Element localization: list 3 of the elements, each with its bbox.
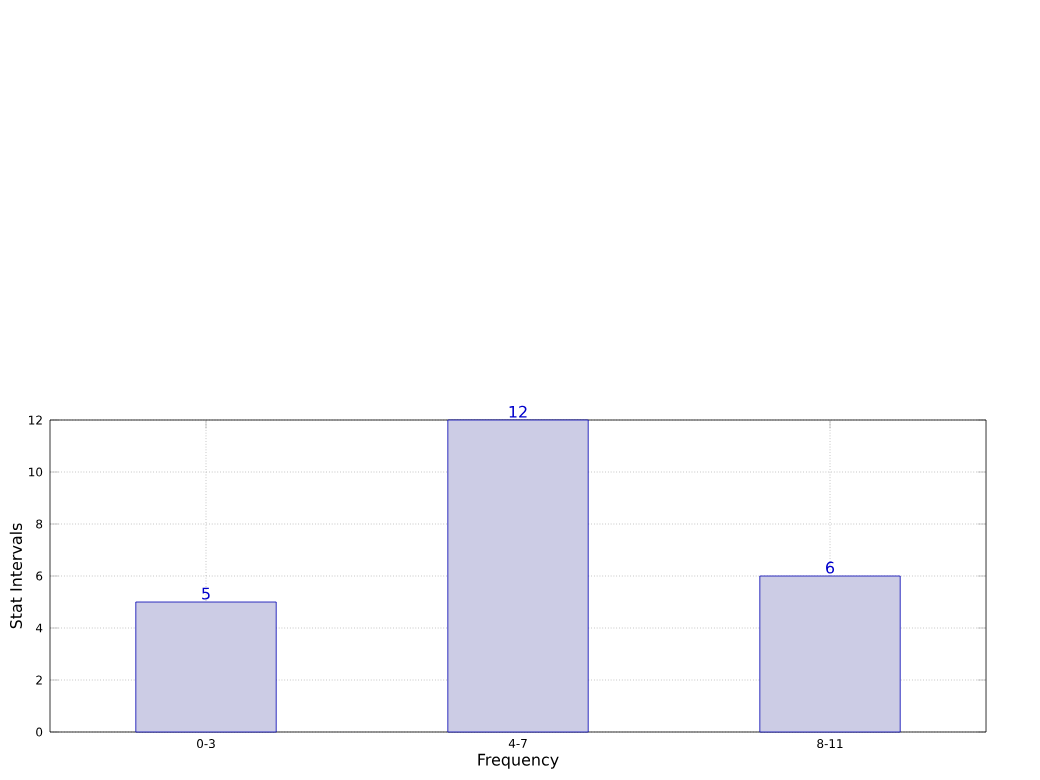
bar: [447, 419, 589, 733]
bar: [759, 575, 901, 733]
bar: [135, 601, 277, 733]
